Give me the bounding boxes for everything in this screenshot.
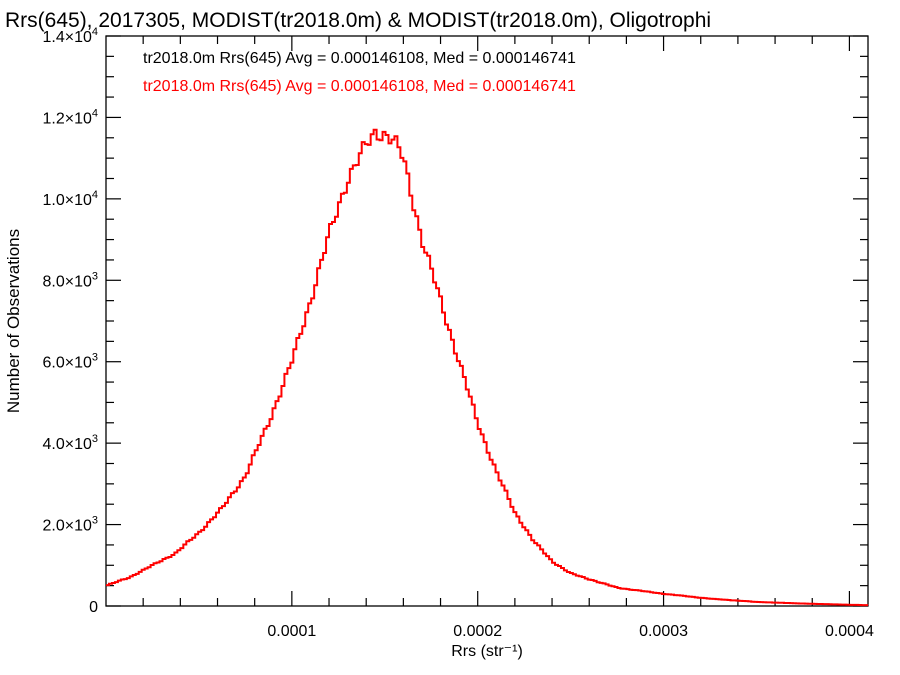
- y-tick-label: 1.4×104: [42, 26, 98, 46]
- x-tick-label: 0.0002: [453, 623, 502, 640]
- chart-title: Rrs(645), 2017305, MODIST(tr2018.0m) & M…: [5, 9, 711, 32]
- x-axis-label: Rrs (str⁻¹): [451, 643, 523, 660]
- y-tick-label: 6.0×103: [42, 352, 98, 372]
- x-tick-label: 0.0001: [267, 623, 316, 640]
- y-tick-label: 8.0×103: [42, 270, 98, 290]
- y-axis: 0 2.0×103 4.0×103 6.0×103 8.0×103 1.0×104 1.2×…: [42, 26, 868, 616]
- y-tick-label: 0: [89, 599, 98, 616]
- histogram-series-line: [106, 128, 869, 607]
- y-tick-label: 1.2×104: [42, 107, 98, 127]
- plot-frame: [105, 35, 869, 607]
- x-tick-label: 0.0004: [825, 623, 874, 640]
- x-tick-label: 0.0003: [639, 623, 688, 640]
- y-axis-label: Number of Observations: [4, 229, 23, 413]
- x-axis: 0.0001 0.0002 0.0003 0.0004: [142, 36, 874, 640]
- annotation-red: tr2018.0m Rrs(645) Avg = 0.000146108, Me…: [143, 78, 576, 95]
- annotation-black: tr2018.0m Rrs(645) Avg = 0.000146108, Me…: [143, 50, 576, 67]
- y-tick-label: 4.0×103: [42, 433, 98, 453]
- y-tick-label: 1.0×104: [42, 189, 98, 209]
- y-tick-label: 2.0×103: [42, 515, 98, 535]
